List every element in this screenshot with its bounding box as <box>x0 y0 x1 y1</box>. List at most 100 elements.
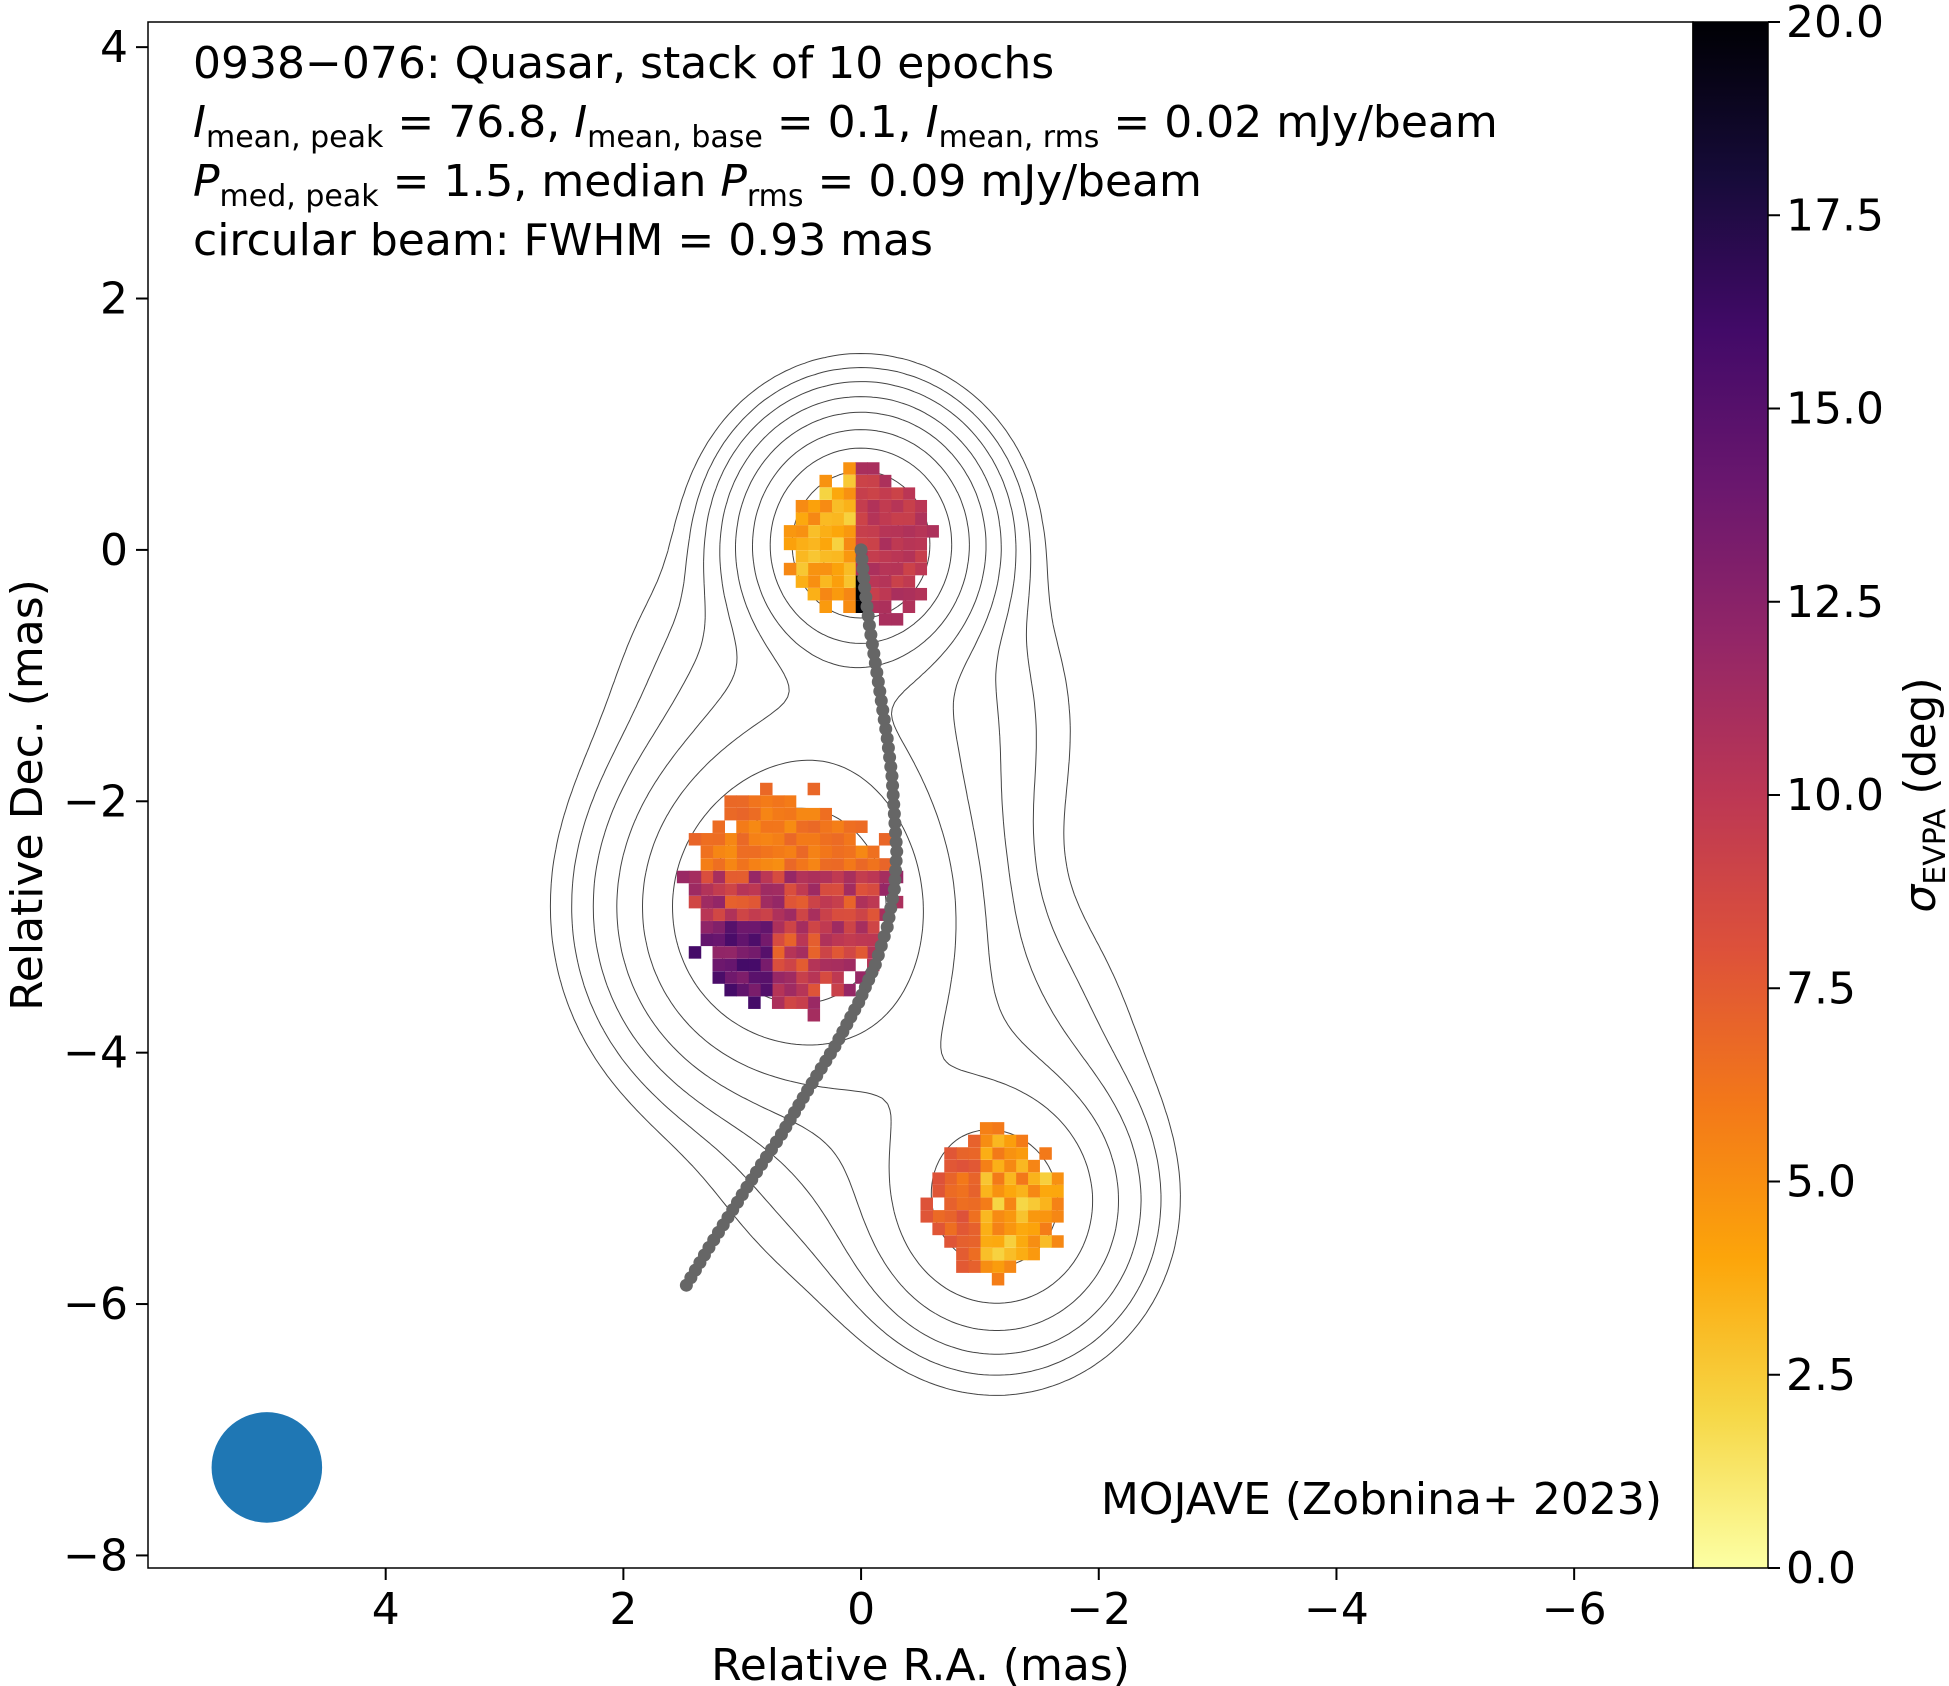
evpa-pixel <box>979 1122 993 1135</box>
evpa-pixel <box>795 971 809 984</box>
evpa-pixel <box>676 870 690 884</box>
evpa-pixel <box>760 833 773 846</box>
evpa-pixel <box>1039 1184 1052 1198</box>
annotation-line: circular beam: FWHM = 0.93 mas <box>193 215 933 266</box>
evpa-pixel <box>932 1222 945 1236</box>
evpa-pixel <box>819 474 832 488</box>
evpa-pixel <box>991 1235 1005 1248</box>
colorbar-label: σEVPA (deg) <box>1895 677 1949 912</box>
evpa-pixel <box>819 933 832 947</box>
evpa-pixel <box>724 795 737 808</box>
evpa-pixel <box>920 1210 933 1223</box>
ridgeline-point <box>888 816 902 830</box>
evpa-pixel <box>795 512 809 526</box>
evpa-pixel <box>819 971 832 984</box>
evpa-pixel <box>795 820 809 833</box>
evpa-pixel <box>700 921 714 934</box>
evpa-pixel <box>855 908 868 921</box>
evpa-pixel <box>902 512 916 526</box>
evpa-pixel <box>795 921 809 934</box>
evpa-pixel <box>968 1147 981 1160</box>
evpa-pixel <box>867 883 880 896</box>
evpa-pixel <box>944 1235 957 1248</box>
ridgeline-point <box>889 835 903 849</box>
evpa-pixel <box>1003 1172 1017 1185</box>
evpa-pixel <box>1015 1210 1029 1223</box>
evpa-pixel <box>1003 1184 1017 1198</box>
evpa-pixel <box>783 921 797 934</box>
contour-level <box>549 353 1181 1396</box>
evpa-pixel <box>956 1222 969 1236</box>
evpa-pixel <box>795 833 809 846</box>
x-axis-title: Relative R.A. (mas) <box>711 1640 1130 1686</box>
ridgeline-point <box>858 581 872 595</box>
evpa-pixel <box>855 858 868 871</box>
evpa-pixel <box>867 537 880 551</box>
evpa-pixel <box>807 895 821 909</box>
evpa-pixel <box>712 833 726 846</box>
evpa-pixel <box>783 845 797 859</box>
evpa-pixel <box>867 562 880 576</box>
evpa-pixel <box>712 958 726 972</box>
evpa-pixel <box>1003 1197 1017 1211</box>
evpa-pixel <box>843 525 856 538</box>
evpa-pixel <box>843 474 856 488</box>
evpa-pixel <box>783 946 797 959</box>
evpa-pixel <box>807 870 821 884</box>
evpa-pixel <box>831 908 844 921</box>
evpa-pixel <box>867 908 880 921</box>
evpa-pixel <box>1027 1184 1040 1198</box>
evpa-pixel <box>1039 1197 1052 1211</box>
evpa-pixel <box>712 933 726 947</box>
evpa-pixel <box>867 550 880 563</box>
evpa-pixel <box>760 971 773 984</box>
evpa-pixel <box>819 908 832 921</box>
evpa-pixel <box>807 908 821 921</box>
evpa-pixel <box>712 845 726 859</box>
evpa-pixel <box>831 562 844 576</box>
evpa-pixel <box>807 883 821 896</box>
evpa-pixel <box>807 983 821 997</box>
evpa-pixel <box>867 462 880 475</box>
evpa-pixel <box>700 870 714 884</box>
evpa-pixel <box>843 895 856 909</box>
evpa-pixel <box>819 895 832 909</box>
evpa-pixel <box>932 1172 945 1185</box>
evpa-pixel <box>712 895 726 909</box>
evpa-pixel <box>843 921 856 934</box>
evpa-pixel <box>855 512 868 526</box>
evpa-pixel <box>855 820 868 833</box>
evpa-pixel <box>831 845 844 859</box>
y-tick-label: 0 <box>100 525 128 576</box>
ridgeline-point <box>854 543 868 557</box>
evpa-pixel <box>688 946 702 959</box>
evpa-pixel <box>807 499 821 513</box>
x-axis-ticks: 4 2 0 −2 −4 −6 <box>372 1568 1607 1635</box>
evpa-pixel <box>867 858 880 871</box>
evpa-pixel <box>855 845 868 859</box>
evpa-pixel <box>831 946 844 959</box>
evpa-pixel <box>991 1222 1005 1236</box>
evpa-pixel <box>807 833 821 846</box>
evpa-pixel <box>831 883 844 896</box>
evpa-pixel <box>748 971 761 984</box>
evpa-pixel <box>771 833 785 846</box>
evpa-pixel <box>979 1159 993 1173</box>
evpa-pixel <box>1051 1184 1064 1198</box>
evpa-pixel <box>831 537 844 551</box>
y-axis-title: Relative Dec. (mas) <box>2 579 53 1011</box>
evpa-pixel <box>736 908 749 921</box>
evpa-pixel <box>1003 1247 1017 1261</box>
evpa-pixel <box>890 613 904 626</box>
evpa-pixel <box>914 550 928 563</box>
evpa-pixel <box>760 870 773 884</box>
evpa-pixel <box>807 971 821 984</box>
ridgeline-point <box>888 873 902 887</box>
evpa-pixel <box>1003 1210 1017 1223</box>
evpa-pixel <box>795 883 809 896</box>
evpa-pixel <box>783 908 797 921</box>
evpa-pixel <box>956 1210 969 1223</box>
evpa-pixel <box>843 487 856 500</box>
evpa-pixel <box>878 575 892 588</box>
